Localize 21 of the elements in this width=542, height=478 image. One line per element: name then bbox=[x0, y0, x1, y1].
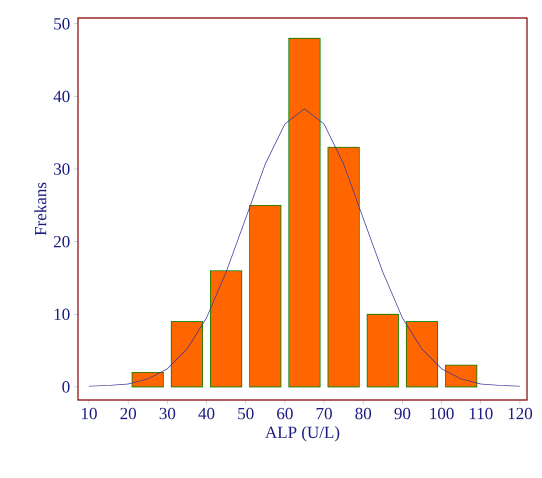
y-tick-label: 10 bbox=[54, 308, 70, 320]
x-tick-label: 120 bbox=[508, 408, 532, 420]
x-tick-label: 10 bbox=[82, 408, 97, 420]
x-tick-label: 100 bbox=[430, 408, 454, 420]
x-tick-label: 90 bbox=[394, 408, 410, 420]
y-tick-label: 0 bbox=[62, 381, 70, 393]
x-tick-label: 70 bbox=[316, 408, 332, 420]
x-tick-label: 110 bbox=[470, 408, 493, 420]
x-tick-label: 60 bbox=[277, 408, 293, 420]
y-tick-label: 50 bbox=[54, 18, 70, 30]
x-axis-title: ALP (U/L) bbox=[265, 426, 340, 442]
x-tick-label: 80 bbox=[355, 408, 372, 420]
y-axis-title: Frekans bbox=[34, 182, 46, 236]
x-tick-label: 30 bbox=[160, 408, 176, 420]
x-tick-label: 40 bbox=[198, 408, 214, 420]
x-tick-label: 50 bbox=[238, 408, 254, 420]
y-tick-label: 20 bbox=[54, 236, 70, 248]
line-series bbox=[88, 108, 520, 387]
y-tick-label: 40 bbox=[54, 90, 70, 102]
y-tick-label: 30 bbox=[54, 163, 70, 175]
x-tick-label: 20 bbox=[120, 408, 136, 420]
